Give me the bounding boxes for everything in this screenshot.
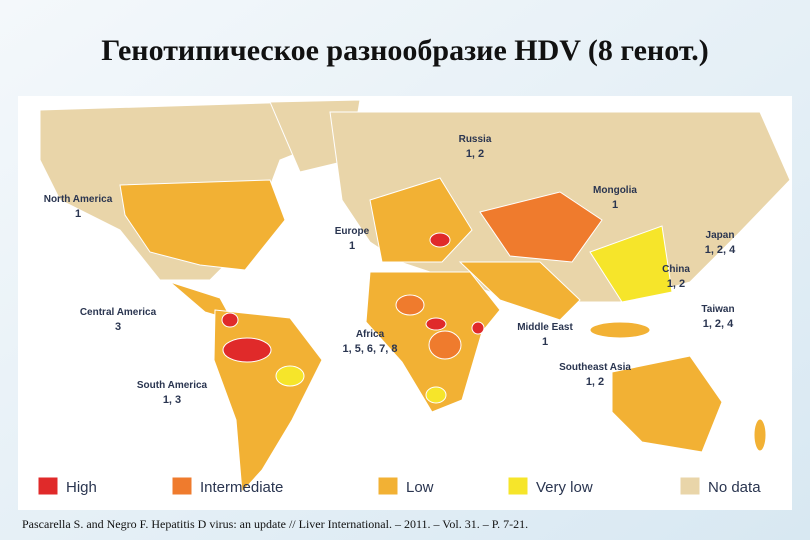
- region-intermediate: [428, 330, 462, 360]
- region-name: Japan: [706, 230, 735, 241]
- region-name: South America: [137, 380, 208, 391]
- citation: Pascarella S. and Negro F. Hepatitis D v…: [22, 517, 528, 531]
- legend-swatch: [377, 476, 399, 496]
- region-low: [589, 321, 651, 339]
- region-genotypes: 1, 2: [667, 278, 685, 290]
- region-genotypes: 1: [612, 199, 618, 211]
- region-name: Middle East: [517, 322, 573, 333]
- region-genotypes: 1: [542, 336, 548, 348]
- region-low: [119, 179, 286, 271]
- region-high: [425, 317, 447, 331]
- legend-swatch: [507, 476, 529, 496]
- region-intermediate: [395, 294, 425, 316]
- region-name: Southeast Asia: [559, 362, 631, 373]
- region-name: Europe: [335, 226, 370, 237]
- region-intermediate: [479, 191, 603, 263]
- region-genotypes: 1: [349, 240, 355, 252]
- region-high: [471, 321, 485, 335]
- region-genotypes: 1, 2: [466, 148, 484, 160]
- legend-label: High: [66, 479, 97, 496]
- region-very-low: [589, 225, 673, 303]
- region-labels: Russia 1, 2 North America 1 Mongolia 1 Europe 1…: [44, 134, 736, 406]
- legend-label: No data: [708, 479, 761, 496]
- region-name: Russia: [459, 134, 492, 145]
- region-genotypes: 1, 3: [163, 394, 181, 406]
- region-high: [222, 337, 272, 363]
- legend-swatch: [171, 476, 193, 496]
- legend-label: Very low: [536, 479, 593, 496]
- region-low: [611, 355, 723, 453]
- region-genotypes: 3: [115, 321, 121, 333]
- map: [18, 96, 792, 510]
- region-name: China: [662, 264, 690, 275]
- legend: High Intermediate Low Very low No data: [37, 476, 761, 496]
- legend-label: Intermediate: [200, 479, 283, 496]
- region-genotypes: 1, 5, 6, 7, 8: [342, 343, 397, 355]
- region-name: Mongolia: [593, 185, 637, 196]
- legend-swatch: [679, 476, 701, 496]
- region-name: Taiwan: [701, 304, 734, 315]
- region-genotypes: 1, 2: [586, 376, 604, 388]
- region-name: North America: [44, 194, 113, 205]
- legend-label: Low: [406, 479, 434, 496]
- region-genotypes: 1, 2, 4: [703, 318, 734, 330]
- region-name: Central America: [80, 307, 157, 318]
- region-genotypes: 1, 2, 4: [705, 244, 736, 256]
- region-low: [753, 418, 767, 452]
- region-high: [429, 232, 451, 248]
- region-genotypes: 1: [75, 208, 81, 220]
- legend-swatch: [37, 476, 59, 496]
- slide-title: Генотипическое разнообразие HDV (8 генот…: [101, 34, 709, 67]
- region-name: Africa: [356, 329, 385, 340]
- region-very-low: [425, 386, 447, 404]
- region-low: [458, 261, 581, 321]
- region-very-low: [275, 365, 305, 387]
- region-high: [221, 312, 239, 328]
